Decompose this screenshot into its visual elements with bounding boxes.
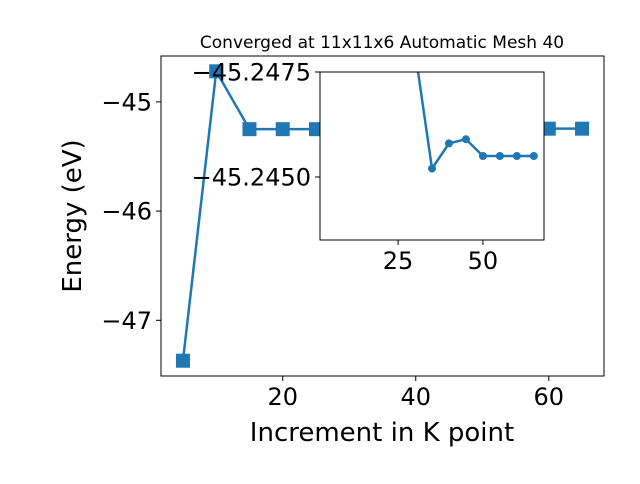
x-tick-label: 25 [383,247,414,275]
inset-plot [416,72,538,173]
x-tick-label: 40 [400,383,431,411]
x-tick-label: 60 [534,383,565,411]
data-point [444,139,453,148]
main-axes-frame [160,55,605,377]
data-point [242,122,257,137]
y-tick-label: −46 [101,198,152,226]
data-point [478,152,487,160]
data-point [461,135,470,144]
y-tick-label: −47 [101,307,152,335]
y-tick-label: −45.2450 [192,164,311,192]
chart-title: Converged at 11x11x6 Automatic Mesh 40 [200,33,564,53]
data-point [428,164,436,173]
y-axis-label: Energy (eV) [58,139,88,292]
x-tick-label: 20 [267,383,298,411]
x-tick-label: 50 [468,247,499,275]
data-point [575,121,590,136]
inset-axes-frame [319,71,545,241]
data-point [512,152,521,160]
data-point [529,152,538,160]
inset-ticks: 25 50 −45.2475 −45.2450 [192,59,499,275]
y-tick-label: −45.2475 [192,59,311,87]
y-tick-label: −45 [101,89,152,117]
data-point [275,122,290,137]
x-axis-label: Increment in K point [250,418,514,448]
data-point [495,152,504,160]
data-point [175,353,190,368]
data-point [541,121,556,136]
data-point [209,64,224,79]
data-point [308,122,323,137]
main-ticks: 20 40 60 −45 −46 −47 [101,89,564,411]
